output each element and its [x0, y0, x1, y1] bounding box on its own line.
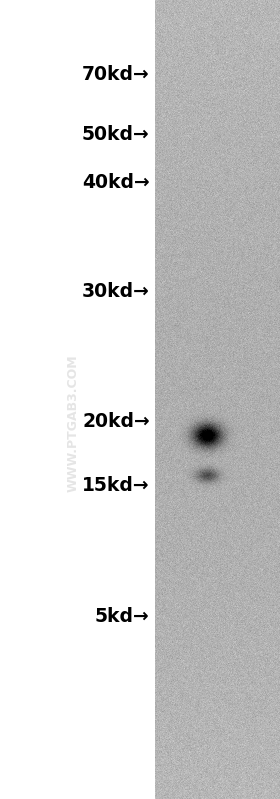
Text: 15kd→: 15kd→	[82, 476, 150, 495]
Text: 20kd→: 20kd→	[82, 411, 150, 431]
Text: 70kd→: 70kd→	[82, 65, 150, 84]
Text: 30kd→: 30kd→	[82, 282, 150, 301]
Text: WWW.PTGAB3.COM: WWW.PTGAB3.COM	[66, 355, 79, 492]
Text: 50kd→: 50kd→	[82, 125, 150, 144]
Text: 40kd→: 40kd→	[82, 173, 150, 192]
Text: 5kd→: 5kd→	[95, 607, 150, 626]
